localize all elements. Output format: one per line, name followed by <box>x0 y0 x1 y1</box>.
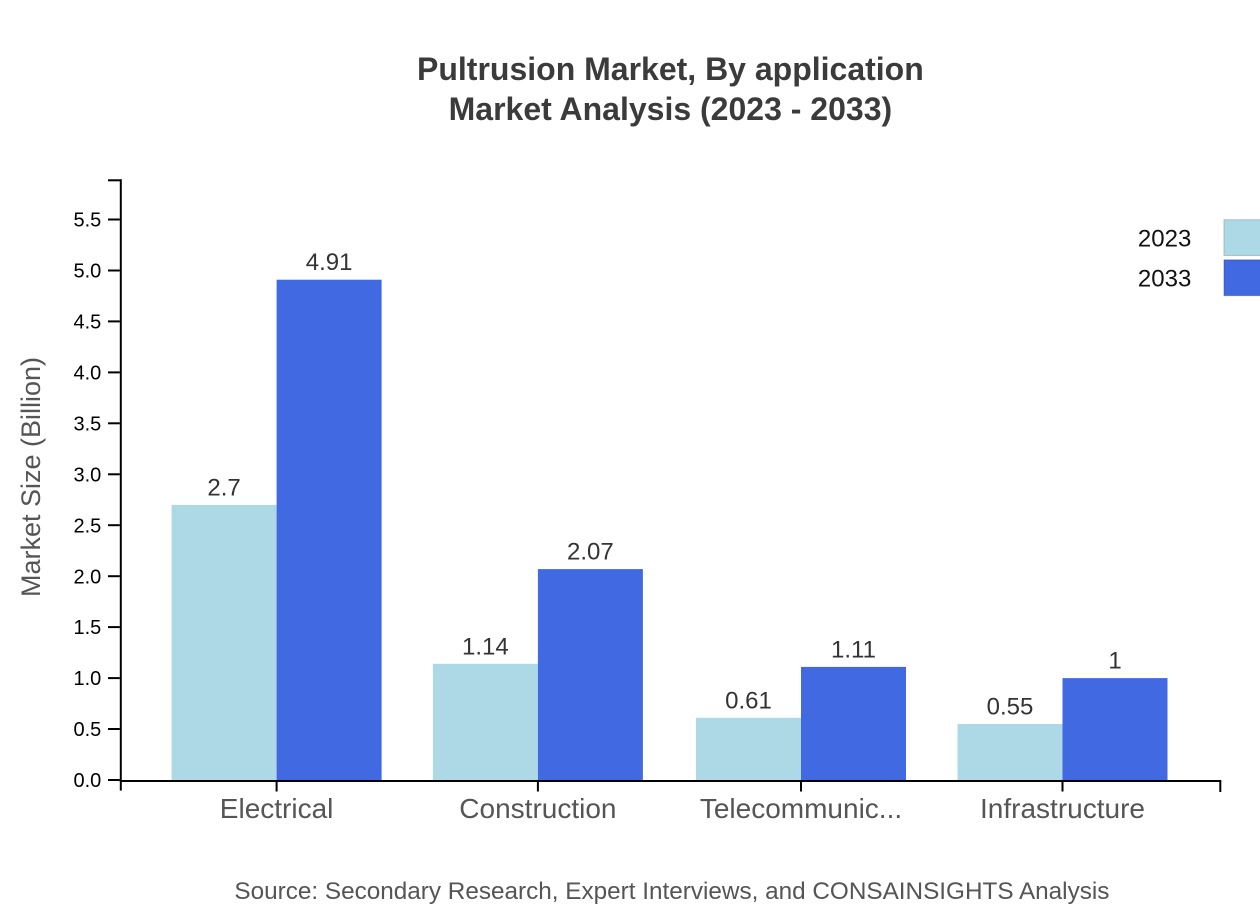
svg-text:Electrical: Electrical <box>220 793 334 824</box>
svg-text:5.0: 5.0 <box>73 261 101 283</box>
svg-text:2033: 2033 <box>1138 265 1191 292</box>
svg-text:Telecommunic...: Telecommunic... <box>700 793 902 824</box>
svg-text:2.07: 2.07 <box>567 539 614 566</box>
svg-text:2.0: 2.0 <box>73 566 101 588</box>
svg-text:2.7: 2.7 <box>207 474 240 501</box>
svg-text:4.5: 4.5 <box>73 312 101 334</box>
svg-text:3.0: 3.0 <box>73 464 101 486</box>
svg-text:Pultrusion Market, By applicat: Pultrusion Market, By application <box>417 51 924 87</box>
svg-text:2023: 2023 <box>1138 225 1191 252</box>
svg-text:0.61: 0.61 <box>725 687 772 714</box>
svg-text:4.91: 4.91 <box>306 249 353 276</box>
svg-text:Infrastructure: Infrastructure <box>980 793 1145 824</box>
svg-text:0.55: 0.55 <box>987 694 1034 721</box>
svg-text:1.11: 1.11 <box>831 636 876 663</box>
svg-text:0.0: 0.0 <box>73 770 101 792</box>
svg-text:3.5: 3.5 <box>73 413 101 435</box>
svg-text:4.0: 4.0 <box>73 363 101 385</box>
svg-text:0.5: 0.5 <box>73 719 101 741</box>
svg-text:Market Analysis (2023 - 2033): Market Analysis (2023 - 2033) <box>449 91 893 127</box>
svg-text:2.5: 2.5 <box>73 515 101 537</box>
svg-text:1: 1 <box>1108 648 1121 675</box>
svg-text:Construction: Construction <box>459 793 616 824</box>
svg-text:1.5: 1.5 <box>73 617 101 639</box>
svg-text:Source: Secondary Research, Ex: Source: Secondary Research, Expert Inter… <box>234 878 1109 905</box>
svg-text:5.5: 5.5 <box>73 210 101 232</box>
svg-text:Market Size (Billion): Market Size (Billion) <box>16 357 46 597</box>
svg-text:1.14: 1.14 <box>462 633 509 660</box>
svg-text:1.0: 1.0 <box>73 668 101 690</box>
